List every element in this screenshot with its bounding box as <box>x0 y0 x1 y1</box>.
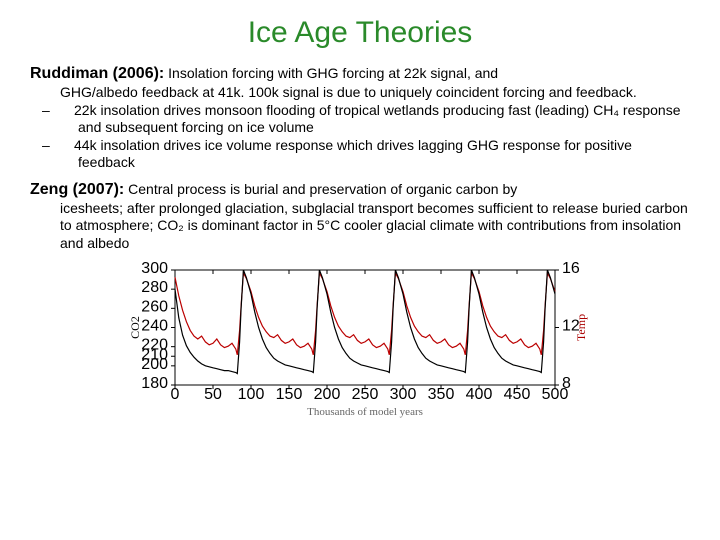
ruddiman-bullet-1: –22k insolation drives monsoon flooding … <box>60 102 690 137</box>
svg-text:250: 250 <box>352 386 379 403</box>
svg-text:0: 0 <box>171 386 180 403</box>
svg-text:16: 16 <box>562 260 580 277</box>
svg-text:Temp: Temp <box>574 314 588 341</box>
svg-text:Thousands of model years: Thousands of model years <box>307 406 423 418</box>
co2-temp-chart: 0501001502002503003504004505001802002102… <box>125 260 595 420</box>
svg-text:100: 100 <box>238 386 265 403</box>
svg-text:260: 260 <box>141 298 168 315</box>
ruddiman-cont: GHG/albedo feedback at 41k. 100k signal … <box>60 84 690 102</box>
ruddiman-entry: Ruddiman (2006): Insolation forcing with… <box>30 64 690 172</box>
svg-text:280: 280 <box>141 279 168 296</box>
svg-text:300: 300 <box>141 260 168 277</box>
zeng-cite: Zeng (2007): <box>30 181 124 198</box>
svg-text:240: 240 <box>141 318 168 335</box>
svg-text:220: 220 <box>141 337 168 354</box>
ruddiman-cite: Ruddiman (2006): <box>30 65 164 82</box>
svg-text:50: 50 <box>204 386 222 403</box>
zeng-cont: icesheets; after prolonged glaciation, s… <box>60 200 690 253</box>
slide-title: Ice Age Theories <box>30 16 690 50</box>
ruddiman-bullet-2: –44k insolation drives ice volume respon… <box>60 137 690 172</box>
svg-text:200: 200 <box>314 386 341 403</box>
svg-text:180: 180 <box>141 375 168 392</box>
zeng-entry: Zeng (2007): Central process is burial a… <box>30 180 690 253</box>
svg-text:150: 150 <box>276 386 303 403</box>
svg-text:450: 450 <box>504 386 531 403</box>
svg-text:8: 8 <box>562 375 571 392</box>
svg-text:CO2: CO2 <box>128 316 142 339</box>
svg-text:300: 300 <box>390 386 417 403</box>
ruddiman-lead: Insolation forcing with GHG forcing at 2… <box>164 65 498 81</box>
svg-text:350: 350 <box>428 386 455 403</box>
zeng-lead: Central process is burial and preservati… <box>124 181 517 197</box>
svg-text:400: 400 <box>466 386 493 403</box>
